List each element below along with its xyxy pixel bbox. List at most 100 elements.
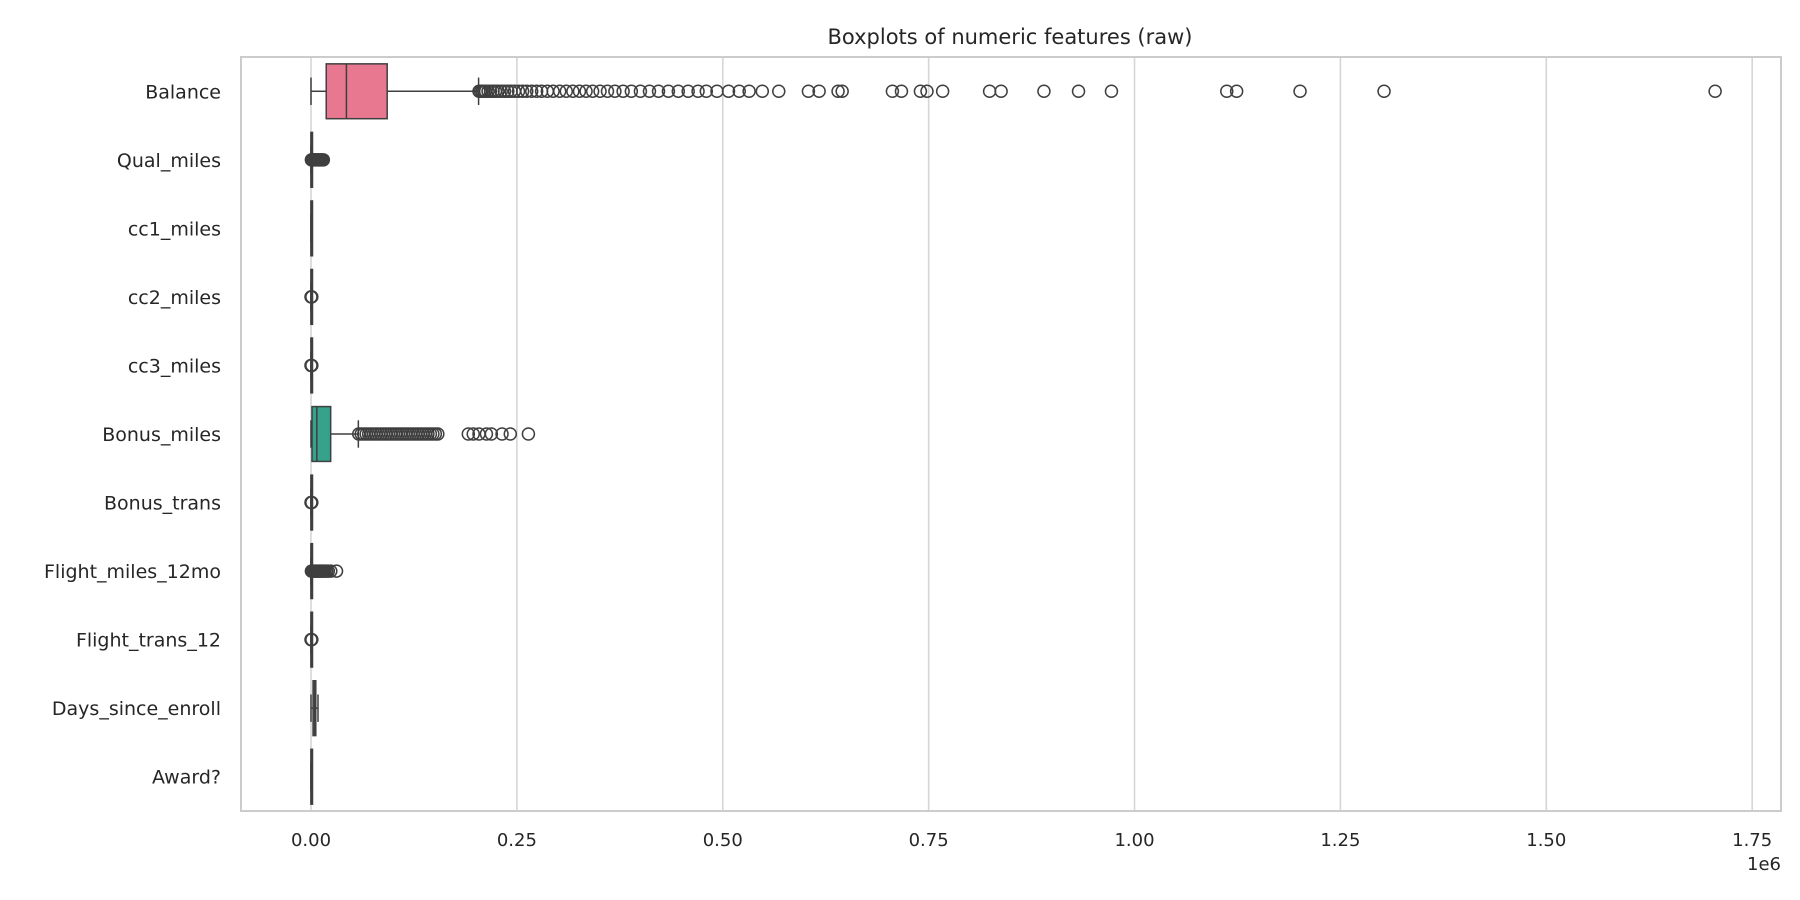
outlier-balance-30 bbox=[600, 84, 615, 99]
outlier-balance-9 bbox=[491, 84, 505, 99]
outlier-balance-36 bbox=[651, 84, 666, 99]
category-label-cc2-miles: cc2_miles bbox=[128, 287, 221, 309]
box-group-balance bbox=[310, 63, 1722, 120]
x-scale-offset-label: 1e6 bbox=[1747, 854, 1781, 875]
outlier-balance-39 bbox=[681, 84, 695, 99]
outlier-balance-65 bbox=[1377, 84, 1391, 99]
outlier-flight-miles-12mo-14 bbox=[324, 564, 338, 578]
box-group-qual-miles bbox=[304, 131, 331, 188]
outlier-balance-16 bbox=[515, 84, 530, 99]
box-group-flight-miles-12mo bbox=[304, 542, 344, 600]
outlier-balance-60 bbox=[1071, 84, 1086, 99]
outlier-balance-40 bbox=[691, 84, 705, 99]
outlier-balance-10 bbox=[494, 84, 508, 99]
category-label-flight-trans-12: Flight_trans_12 bbox=[76, 630, 221, 652]
outlier-flight-trans-12-2 bbox=[305, 632, 319, 647]
category-label-bonus-trans: Bonus_trans bbox=[104, 493, 221, 515]
outlier-balance-61 bbox=[1104, 84, 1119, 99]
outlier-balance-23 bbox=[552, 84, 567, 99]
chart-title: Boxplots of numeric features (raw) bbox=[828, 25, 1193, 49]
x-tick-label-4: 1.00 bbox=[1114, 830, 1154, 851]
outlier-bonus-miles-39 bbox=[503, 427, 518, 441]
outlier-balance-58 bbox=[994, 84, 1008, 99]
outlier-balance-48 bbox=[801, 84, 816, 99]
outlier-balance-56 bbox=[935, 84, 950, 99]
outlier-cc2-miles-2 bbox=[305, 290, 319, 304]
category-labels: Balance Qual_miles cc1_miles cc2_miles cc3_m… bbox=[44, 81, 221, 788]
x-tick-label-7: 1.75 bbox=[1732, 830, 1772, 851]
x-tick-label-6: 1.50 bbox=[1526, 830, 1566, 851]
category-label-award: Award? bbox=[152, 767, 221, 789]
box-group-flight-trans-12 bbox=[304, 611, 319, 668]
box-bonus-miles bbox=[311, 405, 332, 463]
outlier-balance-51 bbox=[835, 84, 849, 99]
outlier-balance-31 bbox=[608, 84, 622, 99]
outlier-balance-35 bbox=[642, 84, 657, 99]
category-label-qual-miles: Qual_miles bbox=[117, 150, 221, 172]
outlier-balance-44 bbox=[732, 84, 746, 99]
outlier-balance-54 bbox=[913, 84, 928, 99]
outlier-balance-66 bbox=[1708, 84, 1722, 99]
box-group-bonus-trans bbox=[304, 474, 319, 531]
outlier-balance-33 bbox=[624, 84, 639, 99]
x-tick-label-1: 0.25 bbox=[497, 830, 537, 851]
outlier-balance-53 bbox=[894, 84, 909, 99]
outlier-balance-37 bbox=[661, 84, 676, 99]
category-label-bonus-miles: Bonus_miles bbox=[102, 424, 221, 446]
outlier-bonus-trans-2 bbox=[305, 495, 319, 510]
box-group-cc2-miles bbox=[304, 268, 319, 326]
outlier-balance-22 bbox=[546, 84, 560, 99]
x-tick-label-3: 0.75 bbox=[909, 830, 949, 851]
box-group-bonus-miles bbox=[310, 405, 536, 463]
category-label-cc3-miles: cc3_miles bbox=[128, 355, 221, 377]
x-tick-labels: 0.00 0.25 0.50 0.75 1.00 1.25 1.50 1.75 bbox=[291, 830, 1772, 851]
outlier-balance-29 bbox=[593, 84, 607, 99]
outlier-balance-64 bbox=[1293, 84, 1307, 99]
outlier-balance-32 bbox=[616, 84, 630, 99]
outlier-cc3-miles-2 bbox=[305, 358, 319, 373]
outlier-balance-50 bbox=[831, 84, 845, 99]
outlier-balance-12 bbox=[501, 84, 515, 99]
outlier-balance-59 bbox=[1037, 84, 1051, 99]
box-group-award bbox=[310, 748, 314, 805]
outlier-balance-17 bbox=[520, 84, 534, 99]
outlier-qual-miles-10 bbox=[316, 153, 331, 167]
category-label-days-since-enroll: Days_since_enroll bbox=[52, 698, 221, 720]
category-label-balance: Balance bbox=[145, 81, 221, 103]
x-tick-label-0: 0.00 bbox=[291, 830, 331, 851]
plot-frame bbox=[240, 56, 1782, 812]
outlier-balance-26 bbox=[572, 84, 587, 99]
outlier-bonus-miles-36 bbox=[479, 427, 494, 441]
outlier-balance-49 bbox=[812, 84, 826, 99]
outlier-balance-55 bbox=[920, 84, 934, 99]
grid-lines bbox=[310, 57, 1753, 811]
outlier-balance-15 bbox=[511, 84, 526, 99]
x-tick-label-2: 0.50 bbox=[703, 830, 743, 851]
outlier-balance-18 bbox=[524, 84, 539, 99]
outlier-balance-41 bbox=[699, 84, 714, 99]
outlier-flight-miles-12mo-15 bbox=[329, 564, 344, 578]
outlier-balance-11 bbox=[497, 84, 512, 99]
outlier-balance-19 bbox=[529, 84, 544, 99]
outlier-bonus-miles-33 bbox=[461, 427, 476, 441]
box-group-days-since-enroll bbox=[310, 680, 319, 737]
boxes-layer bbox=[304, 63, 1722, 805]
outlier-balance-47 bbox=[772, 84, 786, 99]
category-label-cc1-miles: cc1_miles bbox=[128, 218, 221, 240]
outlier-bonus-miles-32 bbox=[431, 427, 445, 441]
outlier-balance-46 bbox=[755, 84, 770, 99]
outlier-balance-43 bbox=[721, 84, 736, 99]
x-tick-label-5: 1.25 bbox=[1320, 830, 1360, 851]
box-group-cc3-miles bbox=[304, 337, 319, 394]
outlier-balance-27 bbox=[579, 84, 593, 99]
outlier-balance-38 bbox=[671, 84, 686, 99]
outlier-balance-28 bbox=[585, 84, 600, 99]
outlier-balance-62 bbox=[1220, 84, 1234, 99]
outlier-balance-24 bbox=[559, 84, 574, 99]
box-group-cc1-miles bbox=[310, 200, 314, 257]
outlier-balance-57 bbox=[982, 84, 997, 99]
outlier-balance-45 bbox=[742, 84, 756, 99]
outlier-bonus-miles-37 bbox=[484, 427, 499, 441]
category-label-flight-miles-12mo: Flight_miles_12mo bbox=[44, 561, 221, 583]
